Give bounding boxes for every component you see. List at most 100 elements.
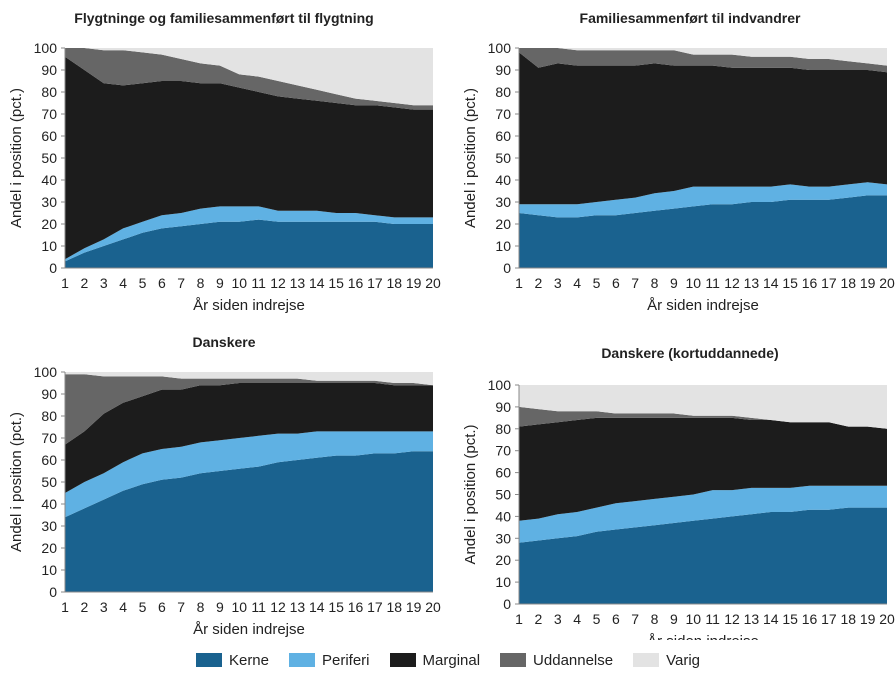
x-tick-label: 1	[61, 599, 69, 615]
x-tick-label: 8	[197, 275, 205, 291]
x-axis-label: År siden indrejse	[193, 297, 305, 314]
y-tick-label: 40	[495, 172, 511, 188]
y-tick-label: 10	[495, 238, 511, 254]
area-periferi	[519, 182, 887, 218]
x-axis-label: År siden indrejse	[647, 633, 759, 640]
x-tick-label: 6	[158, 599, 166, 615]
y-tick-label: 90	[495, 62, 511, 78]
y-tick-label: 40	[495, 508, 511, 524]
area-kerne	[65, 451, 433, 592]
legend-label-varig: Varig	[666, 651, 701, 669]
x-tick-label: 12	[724, 611, 740, 627]
area-marginal	[519, 52, 887, 205]
x-tick-label: 10	[232, 275, 248, 291]
y-tick-label: 20	[495, 552, 511, 568]
area-kerne	[519, 195, 887, 268]
y-axis-label: Andel i position (pct.)	[8, 412, 25, 552]
y-tick-label: 30	[41, 518, 57, 534]
x-tick-label: 12	[724, 275, 740, 291]
legend-swatch-kerne	[195, 653, 222, 667]
y-tick-label: 100	[34, 364, 58, 380]
y-tick-label: 50	[41, 150, 57, 166]
chart-title: Danskere (kortuddannede)	[601, 345, 778, 361]
legend-swatch-marginal	[389, 653, 416, 667]
y-tick-label: 30	[41, 194, 57, 210]
x-tick-label: 2	[80, 599, 88, 615]
y-tick-label: 0	[503, 260, 511, 276]
area-varig	[519, 48, 887, 66]
x-tick-label: 9	[670, 611, 678, 627]
x-tick-label: 18	[840, 611, 856, 627]
area-varig	[65, 372, 433, 386]
chart-title: Familiesammenført til indvandrer	[580, 10, 801, 26]
y-tick-label: 80	[495, 84, 511, 100]
x-tick-label: 13	[744, 275, 760, 291]
y-tick-label: 60	[495, 128, 511, 144]
area-periferi	[65, 206, 433, 262]
x-tick-label: 17	[821, 275, 837, 291]
x-tick-label: 5	[593, 611, 601, 627]
area-periferi	[65, 431, 433, 518]
x-tick-label: 5	[139, 275, 147, 291]
legend-swatch-periferi	[289, 653, 315, 667]
y-tick-label: 100	[488, 40, 512, 56]
y-tick-label: 60	[41, 452, 57, 468]
legend-label-uddannelse: Uddannelse	[533, 651, 614, 669]
area-periferi	[519, 485, 887, 543]
y-tick-label: 100	[488, 377, 512, 393]
y-tick-label: 30	[495, 194, 511, 210]
y-tick-label: 40	[41, 172, 57, 188]
y-axis-label: Andel i position (pct.)	[462, 88, 479, 228]
x-tick-label: 15	[328, 599, 344, 615]
y-tick-label: 70	[495, 443, 511, 459]
x-tick-label: 7	[177, 599, 185, 615]
x-tick-label: 16	[802, 611, 818, 627]
x-tick-label: 15	[782, 275, 798, 291]
x-tick-label: 16	[802, 275, 818, 291]
x-tick-label: 18	[386, 599, 402, 615]
y-tick-label: 10	[41, 238, 57, 254]
y-tick-label: 80	[41, 408, 57, 424]
y-tick-label: 10	[41, 562, 57, 578]
x-tick-label: 15	[782, 611, 798, 627]
x-tick-label: 13	[744, 611, 760, 627]
x-tick-label: 14	[763, 611, 779, 627]
x-tick-label: 2	[80, 275, 88, 291]
legend-label-marginal: Marginal	[422, 651, 481, 669]
x-tick-label: 19	[860, 611, 876, 627]
area-varig	[519, 385, 887, 429]
x-axis-label: År siden indrejse	[193, 621, 305, 638]
area-marginal	[65, 383, 433, 493]
area-uddannelse	[65, 48, 433, 110]
legend-item-kerne: Kerne	[195, 652, 269, 669]
area-uddannelse	[519, 406, 887, 429]
x-tick-label: 4	[573, 275, 581, 291]
y-tick-label: 90	[495, 399, 511, 415]
x-tick-label: 3	[554, 611, 562, 627]
x-tick-label: 20	[879, 611, 895, 627]
x-tick-label: 14	[309, 599, 325, 615]
y-tick-label: 30	[495, 530, 511, 546]
x-tick-label: 3	[100, 275, 108, 291]
x-tick-label: 7	[631, 611, 639, 627]
x-tick-label: 6	[158, 275, 166, 291]
y-axis-label: Andel i position (pct.)	[462, 424, 479, 564]
x-tick-label: 4	[573, 611, 581, 627]
y-tick-label: 70	[41, 106, 57, 122]
x-tick-label: 13	[290, 275, 306, 291]
x-axis-label: År siden indrejse	[647, 297, 759, 314]
x-tick-label: 16	[348, 275, 364, 291]
x-tick-label: 3	[100, 599, 108, 615]
x-tick-label: 11	[251, 275, 266, 291]
x-tick-label: 7	[177, 275, 185, 291]
x-tick-label: 6	[612, 275, 620, 291]
y-tick-label: 90	[41, 386, 57, 402]
x-tick-label: 8	[651, 275, 659, 291]
area-uddannelse	[65, 374, 433, 445]
x-tick-label: 5	[139, 599, 147, 615]
x-tick-label: 10	[686, 611, 702, 627]
legend-swatch-varig	[633, 653, 660, 667]
